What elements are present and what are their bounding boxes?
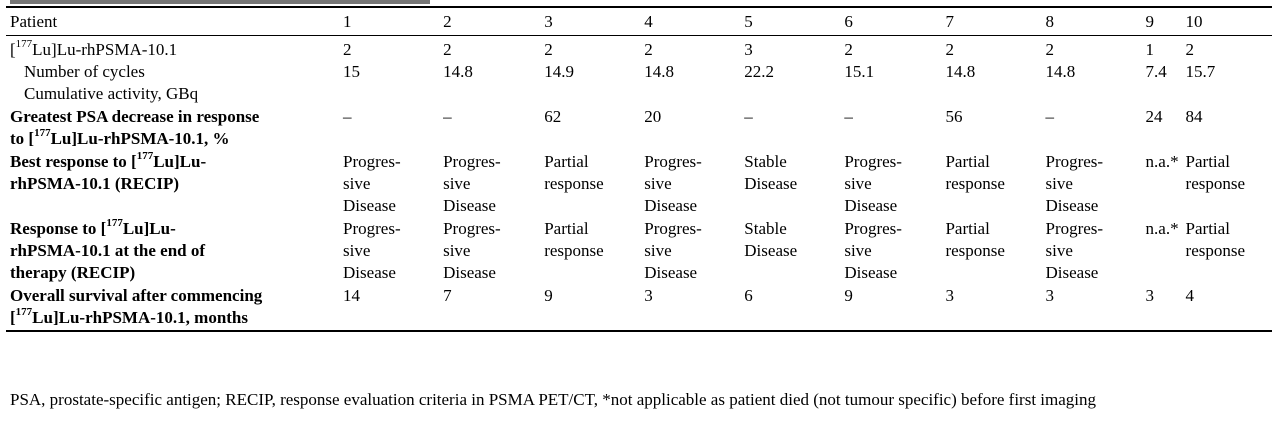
cell: Progres-sive Disease: [644, 152, 702, 215]
cell: 62: [544, 107, 562, 126]
cell: 56: [945, 107, 963, 126]
header-cell: 7: [945, 12, 954, 31]
cell: 2 14.8: [443, 40, 473, 81]
row-label: [177Lu]Lu-rhPSMA-10.1 Number of cycles C…: [6, 36, 343, 107]
cell: 2 14.9: [544, 40, 574, 81]
cell: 2 15.1: [844, 40, 875, 81]
cell: 7: [443, 286, 452, 305]
cell: 20: [644, 107, 662, 126]
cell: Progres-sive Disease: [443, 219, 501, 282]
cell: 2 14.8: [644, 40, 674, 81]
header-cell: 6: [844, 12, 853, 31]
header-cell: 10: [1185, 12, 1203, 31]
row-label: Best response to [177Lu]Lu- rhPSMA-10.1 …: [10, 150, 207, 193]
cell: Partial response: [544, 152, 604, 193]
header-cell: 2: [443, 12, 452, 31]
header-cell: 9: [1145, 12, 1155, 31]
cell: 6: [744, 286, 753, 305]
table-row: Overall survival after commencing [177Lu…: [6, 285, 1272, 331]
cell: Stable Disease: [744, 152, 798, 193]
cell: 2 14.8: [945, 40, 976, 81]
cell: –: [744, 107, 753, 126]
row-label: Response to [177Lu]Lu- rhPSMA-10.1 at th…: [10, 217, 206, 282]
header-cell: 5: [744, 12, 753, 31]
header-cell: Patient: [10, 12, 58, 31]
cell: Progres-sive Disease: [343, 152, 401, 215]
cell: 3: [945, 286, 954, 305]
header-cell: 4: [644, 12, 653, 31]
cell: Partial response: [1185, 219, 1246, 260]
cell: 1 7.4: [1145, 40, 1167, 81]
cell: –: [1045, 107, 1054, 126]
cell: 9: [544, 286, 553, 305]
header-cell: 8: [1045, 12, 1054, 31]
cell: 3 22.2: [744, 40, 775, 81]
cell: 4: [1185, 286, 1195, 305]
table-row: Greatest PSA decrease in response to [17…: [6, 106, 1272, 151]
cell: 2 15: [343, 40, 361, 81]
cell: Partial response: [945, 152, 1005, 193]
table-row: Best response to [177Lu]Lu- rhPSMA-10.1 …: [6, 151, 1272, 218]
cell: 84: [1185, 107, 1203, 126]
cell: 2 14.8: [1045, 40, 1076, 81]
results-table: Patient 1 2 3 4 5 6 7 8 9 10 [177Lu]Lu-r…: [6, 6, 1272, 332]
cell: n.a.*: [1145, 219, 1179, 238]
cell: 3: [1145, 286, 1155, 305]
cell: Progres-sive Disease: [1045, 219, 1104, 282]
cell: 3: [644, 286, 653, 305]
cropped-caption: [0, 0, 1272, 6]
cell: Partial response: [544, 219, 604, 260]
table-footnote: PSA, prostate-specific antigen; RECIP, r…: [10, 390, 1097, 409]
sublabel-cycles: Number of cycles: [24, 62, 145, 81]
cell: 9: [844, 286, 853, 305]
sublabel-activity: Cumulative activity, GBq: [24, 84, 199, 103]
cell: –: [844, 107, 853, 126]
cell: Partial response: [945, 219, 1005, 260]
table-row: Response to [177Lu]Lu- rhPSMA-10.1 at th…: [6, 218, 1272, 285]
cell: 24: [1145, 107, 1163, 126]
cell: 3: [1045, 286, 1054, 305]
table-body: [177Lu]Lu-rhPSMA-10.1 Number of cycles C…: [6, 36, 1272, 331]
cell: Progres-sive Disease: [844, 152, 902, 215]
table-row: [177Lu]Lu-rhPSMA-10.1 Number of cycles C…: [6, 36, 1272, 107]
cell: Progres-sive Disease: [443, 152, 501, 215]
cell: Progres-sive Disease: [1045, 152, 1104, 215]
header-row: Patient 1 2 3 4 5 6 7 8 9 10: [6, 7, 1272, 36]
header-cell: 3: [544, 12, 553, 31]
cell: Partial response: [1185, 152, 1246, 193]
cell: Progres-sive Disease: [644, 219, 702, 282]
cell: –: [443, 107, 452, 126]
row-label: Greatest PSA decrease in response to [17…: [10, 107, 260, 148]
cell: 2 15.7: [1185, 40, 1216, 81]
cell: Stable Disease: [744, 219, 798, 260]
cell: 14: [343, 286, 361, 305]
cell: Progres-sive Disease: [844, 219, 902, 282]
cell: –: [343, 107, 352, 126]
label-text: [177Lu]Lu-rhPSMA-10.1: [10, 38, 178, 59]
cell: Progres-sive Disease: [343, 219, 401, 282]
cell: n.a.*: [1145, 152, 1179, 171]
header-cell: 1: [343, 12, 352, 31]
row-label: Overall survival after commencing [177Lu…: [10, 286, 263, 327]
